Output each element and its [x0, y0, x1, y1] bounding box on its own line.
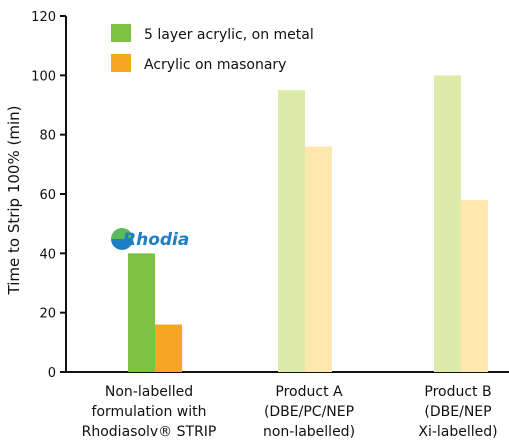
category-labels: Non-labelled formulation with Rhodiasolv® … [82, 384, 498, 440]
y-tick-label: 80 [39, 129, 56, 144]
bar-masonary-2 [305, 146, 332, 372]
y-tick-label: 40 [39, 247, 56, 262]
y-tick-label: 120 [31, 10, 56, 25]
category-label: Rhodiasolv® STRIP [82, 424, 217, 440]
bar-metal-3 [434, 75, 461, 372]
category-label: non-labelled) [263, 424, 355, 440]
rhodia-logo: Rhodia [111, 228, 189, 250]
bar-metal-2 [278, 90, 305, 373]
y-tick-label: 0 [48, 366, 56, 381]
legend-swatch [111, 54, 131, 72]
category-label: (DBE/PC/NEP [264, 404, 354, 420]
y-tick-label: 20 [39, 307, 56, 322]
category-label: formulation with [92, 404, 207, 420]
category-label: Non-labelled [105, 384, 193, 400]
legend-swatch [111, 24, 131, 42]
category-label: (DBE/NEP [424, 404, 491, 420]
y-tick-label: 100 [31, 69, 56, 84]
rhodia-logo-text: Rhodia [123, 230, 189, 250]
legend-label: Acrylic on masonary [144, 57, 286, 73]
bar-masonary-3 [461, 199, 488, 372]
bar-metal-1 [128, 253, 155, 372]
y-tick-label: 60 [39, 188, 56, 203]
category-label: Product A [275, 384, 343, 400]
category-label: Xi-labelled) [418, 424, 497, 440]
y-ticks: 0 20 40 60 80 100 120 [31, 10, 66, 381]
bars [128, 75, 488, 373]
category-label: Product B [424, 384, 491, 400]
bar-masonary-1 [155, 324, 182, 372]
rhodia-logo-icon [111, 228, 133, 250]
legend: 5 layer acrylic, on metal Acrylic on maso… [111, 24, 314, 73]
y-axis-title: Time to Strip 100% (min) [5, 106, 23, 296]
legend-label: 5 layer acrylic, on metal [144, 27, 314, 43]
